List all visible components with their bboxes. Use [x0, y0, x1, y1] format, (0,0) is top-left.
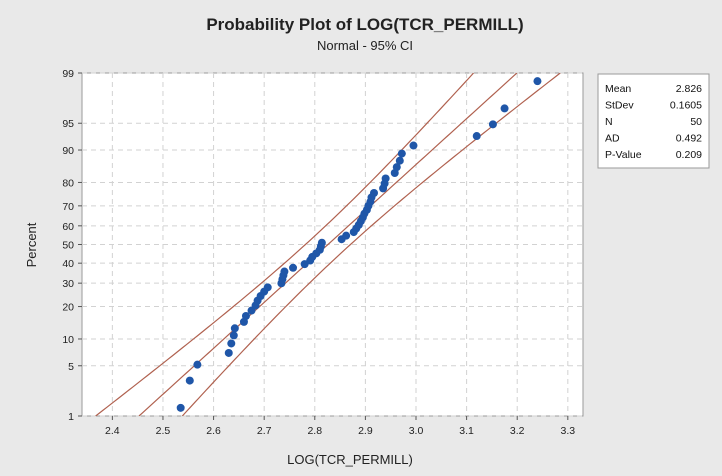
- y-tick-label: 99: [62, 68, 74, 80]
- stats-value: 0.209: [676, 149, 702, 161]
- y-tick-label: 20: [62, 302, 74, 314]
- data-point: [409, 141, 418, 150]
- data-point: [370, 188, 378, 197]
- stats-value: 50: [690, 116, 702, 128]
- data-points: [176, 77, 542, 412]
- data-point: [280, 267, 289, 276]
- x-tick-label: 2.7: [257, 425, 272, 437]
- stats-value: 2.826: [676, 83, 702, 95]
- data-point: [395, 156, 404, 165]
- y-tick-label: 50: [62, 240, 74, 252]
- data-point: [227, 339, 236, 348]
- data-point: [397, 149, 406, 158]
- y-tick-label: 1: [68, 411, 74, 423]
- y-tick-label: 80: [62, 177, 74, 189]
- data-point: [533, 77, 542, 86]
- ci-lower-line: [95, 73, 475, 416]
- y-tick-label: 95: [62, 118, 74, 130]
- stats-value: 0.492: [676, 133, 702, 145]
- y-tick-label: 60: [62, 221, 74, 233]
- x-tick-label: 2.8: [307, 425, 322, 437]
- data-point: [176, 403, 185, 412]
- stats-value: 0.1605: [670, 100, 702, 112]
- stats-legend: Mean 2.826 StDev 0.1605 N 50 AD 0.492 P-Value 0.2…: [597, 73, 710, 169]
- data-point: [472, 132, 481, 141]
- stats-label: N: [605, 116, 613, 128]
- x-tick-label: 2.6: [206, 425, 221, 437]
- y-tick-label: 10: [62, 334, 74, 346]
- data-point: [317, 238, 326, 247]
- data-point: [342, 231, 351, 240]
- data-point: [263, 283, 272, 292]
- axis-ticks: 2.4 2.5 2.6 2.7 2.8 2.9 3.0 3.1 3.2 3.3 1 5 10 20 30 40…: [62, 68, 575, 437]
- data-point: [185, 376, 194, 385]
- data-point: [241, 312, 250, 321]
- x-tick-label: 2.5: [156, 425, 171, 437]
- data-point: [500, 104, 509, 113]
- x-axis-label: LOG(TCR_PERMILL): [287, 452, 413, 467]
- x-tick-label: 3.3: [561, 425, 576, 437]
- fit-line: [138, 73, 518, 416]
- x-tick-label: 2.9: [358, 425, 373, 437]
- stats-box: [597, 73, 710, 169]
- stats-label: StDev: [605, 100, 634, 112]
- data-point: [488, 120, 497, 129]
- y-axis-label: Percent: [24, 222, 39, 267]
- y-tick-label: 5: [68, 361, 74, 373]
- y-tick-label: 90: [62, 145, 74, 157]
- stats-label: P-Value: [605, 149, 642, 161]
- data-point: [289, 263, 298, 272]
- y-tick-label: 30: [62, 278, 74, 290]
- x-tick-label: 3.1: [459, 425, 474, 437]
- grid-lines: [82, 72, 583, 417]
- data-point: [230, 324, 239, 333]
- chart-subtitle: Normal - 95% CI: [317, 38, 413, 53]
- data-point: [193, 360, 202, 369]
- ci-upper-line: [181, 73, 561, 416]
- x-tick-label: 3.2: [510, 425, 525, 437]
- chart-title: Probability Plot of LOG(TCR_PERMILL): [206, 15, 523, 34]
- data-point: [392, 163, 401, 172]
- stats-label: AD: [605, 133, 620, 145]
- y-tick-label: 70: [62, 201, 74, 213]
- data-point: [224, 348, 233, 357]
- x-tick-label: 2.4: [105, 425, 120, 437]
- stats-label: Mean: [605, 83, 631, 95]
- data-point: [381, 174, 390, 183]
- y-tick-label: 40: [62, 258, 74, 270]
- x-tick-label: 3.0: [409, 425, 424, 437]
- data-point: [229, 331, 238, 340]
- fit-lines: [95, 73, 561, 416]
